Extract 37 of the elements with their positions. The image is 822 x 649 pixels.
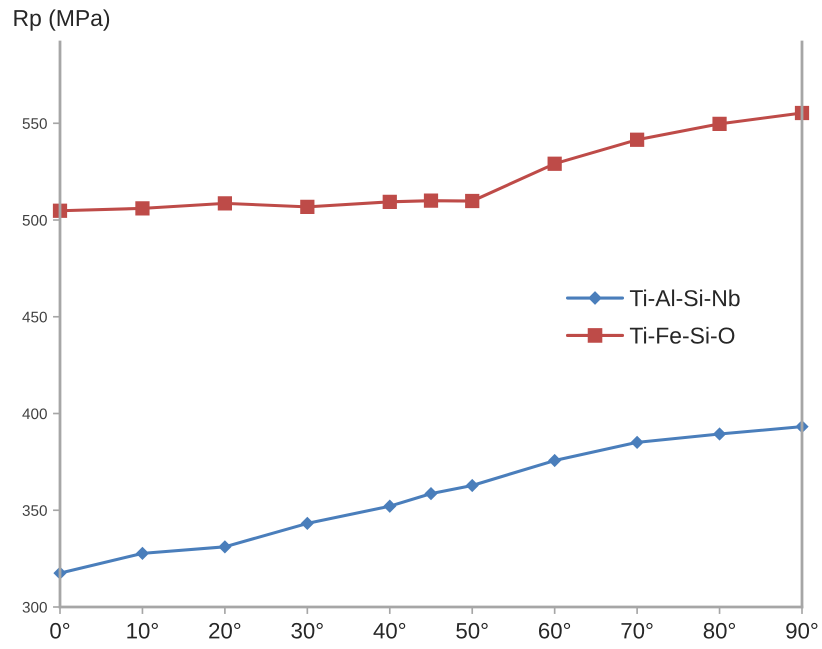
y-tick-label: 300 [22, 602, 47, 613]
point [465, 194, 480, 208]
point [630, 132, 644, 147]
point [712, 116, 727, 131]
y-tick-label: 350 [22, 505, 47, 516]
x-tick-label: 0° [50, 622, 70, 639]
point [218, 196, 232, 210]
point [135, 201, 150, 216]
legend-label: Ti-Al-Si-Nb [630, 289, 740, 306]
y-tick-label: 400 [22, 408, 47, 420]
x-tick-label: 70° [621, 622, 653, 639]
point [382, 194, 397, 209]
point [218, 540, 232, 554]
point [630, 436, 644, 449]
x-tick-label: 50° [456, 622, 488, 639]
point [713, 428, 726, 440]
y-tick-label: 550 [22, 118, 47, 129]
point [300, 200, 314, 214]
y-tick-label: 500 [22, 214, 47, 226]
point [548, 454, 562, 467]
x-tick-label: 80° [704, 622, 736, 639]
x-tick-label: 20° [209, 622, 240, 639]
y-axis-title: Rp (MPa) [14, 9, 110, 31]
x-tick-label: 10° [127, 622, 158, 639]
x-tick-label: 90° [786, 622, 818, 639]
x-tick-label: 30° [291, 622, 323, 639]
point [424, 194, 438, 208]
point [466, 479, 479, 492]
x-tick-label: 40° [373, 622, 406, 639]
x-tick-label: 60° [538, 622, 570, 639]
point [136, 546, 149, 560]
point [300, 517, 314, 530]
y-tick-label: 450 [22, 312, 47, 322]
point [424, 487, 438, 500]
legend-label: Ti-Fe-Si-O [630, 326, 734, 344]
point [383, 500, 396, 513]
point [548, 156, 562, 171]
